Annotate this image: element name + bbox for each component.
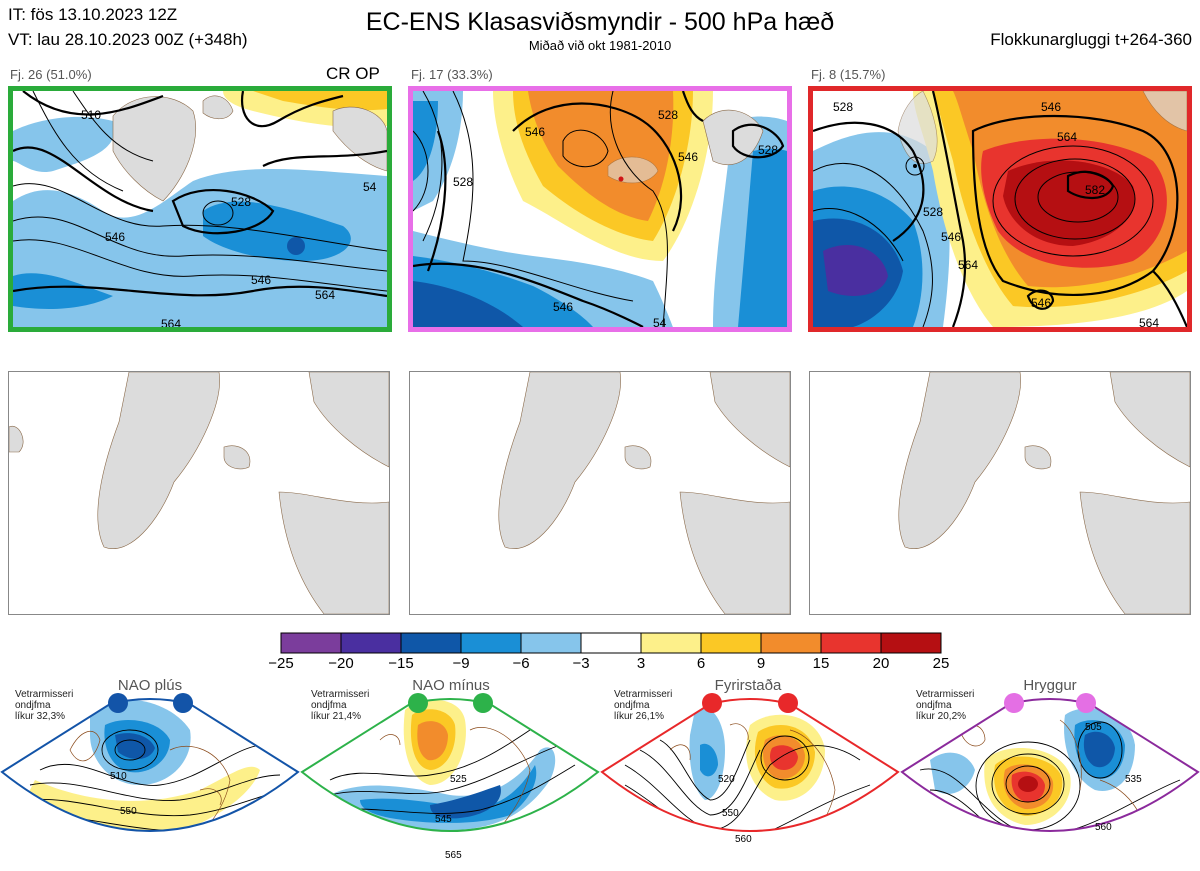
regime-info-nao-minus: Vetrarmisseri ondjfma líkur 21,4% <box>311 689 370 722</box>
contour-label: 546 <box>251 273 271 287</box>
colorbar-swatch <box>520 632 582 654</box>
regime-map-blocking: 520 550 560 <box>600 693 900 845</box>
contour-label: 550 <box>120 806 137 817</box>
contour-label: 564 <box>1057 130 1077 144</box>
contour-label: 528 <box>658 108 678 122</box>
regime-map-ridge: 505 535 560 <box>900 693 1200 833</box>
panel-2-label: Fj. 17 (33.3%) <box>411 67 493 82</box>
regime-map-nao-plus: 510 550 <box>0 693 300 832</box>
valid-time: VT: lau 28.10.2023 00Z (+348h) <box>8 30 248 49</box>
contour-label: 560 <box>735 834 752 845</box>
contour-label: 525 <box>450 774 467 785</box>
regime-info-blocking: Vetrarmisseri ondjfma líkur 26,1% <box>614 689 673 722</box>
colorbar-tick-label: −6 <box>512 655 530 672</box>
colorbar-swatch <box>640 632 702 654</box>
regime-dot <box>108 693 128 713</box>
panel-1-tag: CR OP <box>326 64 380 83</box>
regime-info-nao-plus: Vetrarmisseri ondjfma líkur 32,3% <box>15 689 74 722</box>
page-title: EC-ENS Klasasviðsmyndir - 500 hPa hæð <box>365 8 835 36</box>
init-time: IT: fös 13.10.2023 12Z <box>8 5 178 24</box>
contour-label: 546 <box>525 125 545 139</box>
regime-dot <box>778 693 798 713</box>
colorbar-tick-label: −25 <box>268 655 294 672</box>
regime-dot <box>408 693 428 713</box>
colorbar-tick-label: 15 <box>812 655 830 672</box>
colorbar-swatch <box>400 632 462 654</box>
cluster-window: Flokkunargluggi t+264-360 <box>990 30 1192 49</box>
contour-label: 564 <box>161 317 181 327</box>
contour-label: 528 <box>231 195 251 209</box>
regime-dot <box>473 693 493 713</box>
contour-label: 528 <box>453 175 473 189</box>
panel-1-label: Fj. 26 (51.0%) <box>10 67 92 82</box>
colorbar-tick-label: −15 <box>388 655 414 672</box>
regime-title-blocking: Fyrirstaða <box>714 677 782 694</box>
colorbar-swatch <box>580 632 642 654</box>
regime-dot <box>702 693 722 713</box>
contour-label: 546 <box>105 230 125 244</box>
colorbar-swatch <box>460 632 522 654</box>
contour-label: 528 <box>758 143 778 157</box>
colorbar-tick-label: 3 <box>636 655 646 672</box>
contour-label: 505 <box>1085 722 1102 733</box>
colorbar <box>280 632 942 654</box>
colorbar-swatch <box>280 632 342 654</box>
colorbar-swatch <box>760 632 822 654</box>
colorbar-tick-label: 25 <box>932 655 950 672</box>
contour-label: 54 <box>363 180 377 194</box>
empty-map-1 <box>8 371 390 615</box>
regime-title-ridge: Hryggur <box>1023 677 1077 694</box>
page-subtitle: Miðað við okt 1981-2010 <box>528 38 672 53</box>
contour-label: 510 <box>81 108 101 122</box>
empty-map-3 <box>809 371 1191 615</box>
contour-label: 564 <box>315 288 335 302</box>
contour-label: 582 <box>1085 183 1105 197</box>
contour-label: 546 <box>1031 296 1051 310</box>
contour-label: 546 <box>941 230 961 244</box>
panel-3-label: Fj. 8 (15.7%) <box>811 67 886 82</box>
contour-label: 560 <box>1095 822 1112 833</box>
regime-dot <box>1004 693 1024 713</box>
contour-label: 564 <box>1139 316 1159 327</box>
contour-label: 546 <box>553 300 573 314</box>
colorbar-tick-label: 20 <box>872 655 890 672</box>
colorbar-tick-label: −3 <box>572 655 590 672</box>
colorbar-swatch <box>700 632 762 654</box>
contour-label: 520 <box>718 774 735 785</box>
contour-label: 528 <box>923 205 943 219</box>
contour-label: 545 <box>435 814 452 825</box>
contour-label: 565 <box>445 850 462 861</box>
colorbar-swatch <box>820 632 882 654</box>
cluster-map-3: 528 546 564 582 528 546 564 546 564 <box>808 86 1192 332</box>
colorbar-swatch <box>340 632 402 654</box>
contour-label: 564 <box>958 258 978 272</box>
regime-dot <box>173 693 193 713</box>
regime-title-nao-plus: NAO plús <box>117 677 183 694</box>
contour-label: 546 <box>1041 100 1061 114</box>
contour-label: 54 <box>653 316 667 327</box>
colorbar-swatch <box>880 632 942 654</box>
contour-label: 510 <box>110 771 127 782</box>
colorbar-tick-label: −9 <box>452 655 470 672</box>
contour-label: 546 <box>678 150 698 164</box>
cluster-map-2: 546 528 546 528 546 528 54 <box>408 86 792 332</box>
empty-map-2 <box>409 371 791 615</box>
colorbar-tick-label: 9 <box>756 655 766 672</box>
contour-label: 528 <box>833 100 853 114</box>
contour-label: 535 <box>1125 774 1142 785</box>
contour-label: 550 <box>722 808 739 819</box>
colorbar-tick-label: 6 <box>696 655 706 672</box>
regime-title-nao-minus: NAO mínus <box>412 677 490 694</box>
regime-dot <box>1076 693 1096 713</box>
regime-info-ridge: Vetrarmisseri ondjfma líkur 20,2% <box>916 689 975 722</box>
cluster-map-1: 510 528 546 546 564 564 54 <box>8 86 392 332</box>
regime-map-nao-minus: 525 545 565 <box>300 693 600 861</box>
colorbar-tick-label: −20 <box>328 655 354 672</box>
